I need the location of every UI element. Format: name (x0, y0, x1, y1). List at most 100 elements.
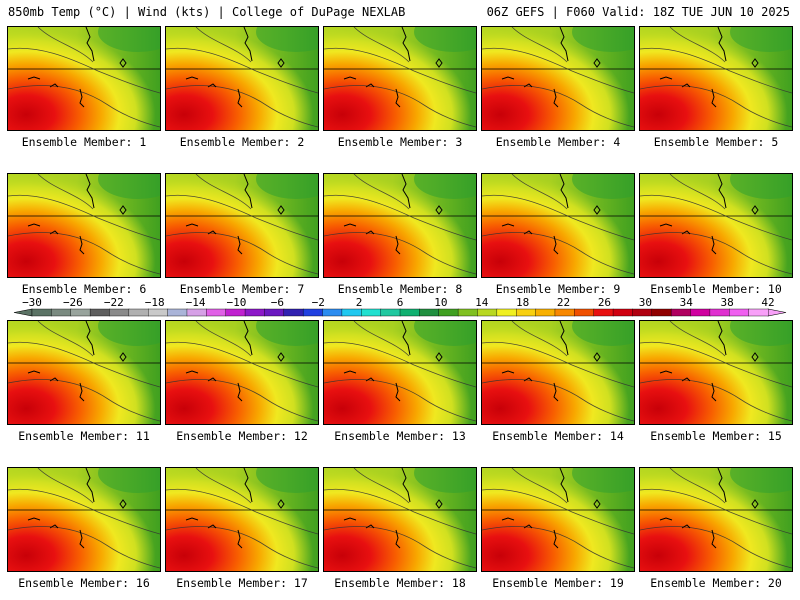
colorbar-swatch (419, 308, 440, 317)
colorbar-swatch (729, 308, 750, 317)
ensemble-member-label: Ensemble Member: 8 (337, 282, 463, 296)
ensemble-member-map (323, 320, 477, 425)
ensemble-member-label: Ensemble Member: 14 (492, 429, 624, 443)
temperature-field (640, 27, 792, 130)
ensemble-member-map (481, 320, 635, 425)
colorbar-swatch (670, 308, 692, 317)
ensemble-member-map (7, 320, 161, 425)
colorbar-swatch (690, 308, 711, 317)
colorbar-tick-label: 6 (397, 296, 404, 309)
colorbar-swatch (322, 308, 343, 317)
ensemble-member-label: Ensemble Member: 18 (334, 576, 466, 590)
ensemble-member-map (165, 173, 319, 278)
colorbar-tick-label: −6 (271, 296, 284, 309)
colorbar-tick-label: −14 (186, 296, 206, 309)
temperature-field (640, 174, 792, 277)
temperature-field (8, 27, 160, 130)
ensemble-member-map (481, 26, 635, 131)
colorbar-min-arrow (13, 308, 33, 317)
colorbar-swatch (148, 308, 169, 317)
colorbar-tick-label: 14 (475, 296, 489, 309)
ensemble-member-map (481, 173, 635, 278)
ensemble-member-map (323, 26, 477, 131)
colorbar-swatch (554, 308, 575, 317)
ensemble-member-label: Ensemble Member: 20 (650, 576, 782, 590)
colorbar-tick-label: 10 (434, 296, 447, 309)
temperature-field (166, 174, 318, 277)
temperature-field (640, 321, 792, 424)
temperature-field (8, 174, 160, 277)
colorbar-swatch (244, 308, 266, 317)
colorbar-swatch (632, 308, 653, 317)
temperature-field (324, 27, 476, 130)
colorbar-swatch (612, 308, 634, 317)
temperature-field (482, 174, 634, 277)
ensemble-member-label: Ensemble Member: 7 (179, 282, 305, 296)
temperature-field (166, 468, 318, 571)
ensemble-member-map (481, 467, 635, 572)
ensemble-member-label: Ensemble Member: 1 (21, 135, 147, 149)
colorbar-tick-label: −30 (22, 296, 42, 309)
temperature-field (482, 321, 634, 424)
colorbar-tick-label: 2 (356, 296, 363, 309)
colorbar-swatch (128, 308, 149, 317)
ensemble-member-label: Ensemble Member: 4 (495, 135, 621, 149)
ensemble-member-map (323, 467, 477, 572)
colorbar-swatch (361, 308, 382, 317)
colorbar-swatch (89, 308, 111, 317)
colorbar-tick-label: 42 (761, 296, 774, 309)
colorbar-max-arrow (767, 308, 787, 317)
ensemble-member-map (165, 320, 319, 425)
colorbar-swatch (186, 308, 207, 317)
colorbar-swatch (206, 308, 227, 317)
ensemble-member-map (7, 467, 161, 572)
colorbar-swatch (264, 308, 285, 317)
colorbar-tick-label: −22 (104, 296, 124, 309)
ensemble-member-map (7, 173, 161, 278)
colorbar-tick-label: 22 (557, 296, 570, 309)
ensemble-member-map (165, 26, 319, 131)
temperature-field (166, 27, 318, 130)
ensemble-member-map (7, 26, 161, 131)
colorbar-swatch (574, 308, 595, 317)
ensemble-member-label: Ensemble Member: 17 (176, 576, 308, 590)
ensemble-member-label: Ensemble Member: 16 (18, 576, 150, 590)
colorbar-swatch (341, 308, 362, 317)
colorbar-tick-label: 30 (639, 296, 652, 309)
ensemble-member-label: Ensemble Member: 15 (650, 429, 782, 443)
ensemble-member-label: Ensemble Member: 5 (653, 135, 779, 149)
colorbar-swatch (283, 308, 304, 317)
ensemble-member-label: Ensemble Member: 9 (495, 282, 621, 296)
ensemble-member-map (323, 173, 477, 278)
colorbar-tick-label: −10 (227, 296, 247, 309)
temperature-field (324, 468, 476, 571)
temperature-field (8, 321, 160, 424)
ensemble-member-map (639, 173, 793, 278)
colorbar-swatch (651, 308, 672, 317)
colorbar-swatch (51, 308, 72, 317)
colorbar-swatch (31, 308, 52, 317)
colorbar-swatch (167, 308, 188, 317)
colorbar-swatch (496, 308, 517, 317)
ensemble-member-label: Ensemble Member: 12 (176, 429, 308, 443)
colorbar-tick-label: 34 (680, 296, 694, 309)
colorbar-tick-label: 26 (598, 296, 611, 309)
colorbar-swatch (477, 308, 498, 317)
colorbar-swatch (70, 308, 91, 317)
colorbar-tick-label: −18 (145, 296, 165, 309)
colorbar-swatch (399, 308, 420, 317)
colorbar-swatch (593, 308, 614, 317)
colorbar-swatch (438, 308, 459, 317)
map-title: 850mb Temp (°C) | Wind (kts) | College o… (8, 5, 406, 19)
temperature-field (324, 174, 476, 277)
ensemble-member-label: Ensemble Member: 11 (18, 429, 150, 443)
ensemble-member-map (639, 467, 793, 572)
colorbar-swatch (516, 308, 537, 317)
ensemble-member-label: Ensemble Member: 10 (650, 282, 782, 296)
temperature-colorbar: −30 −26 −22 −18 −14 −10 −6 −2 2 6 10 14 18 22 26 30 34 38… (13, 296, 787, 317)
colorbar-swatch (302, 308, 324, 317)
temperature-field (640, 468, 792, 571)
ensemble-member-label: Ensemble Member: 13 (334, 429, 466, 443)
ensemble-member-label: Ensemble Member: 19 (492, 576, 624, 590)
colorbar-swatch (535, 308, 556, 317)
